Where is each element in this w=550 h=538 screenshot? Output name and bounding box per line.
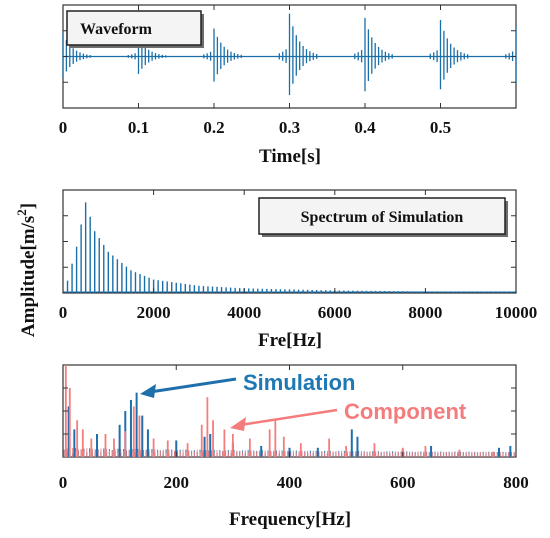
shared-ylabel: Amplitude[m/s2] bbox=[14, 203, 39, 337]
spectrum-label-box: Spectrum of Simulation bbox=[258, 197, 508, 237]
x-tick-label: 0.1 bbox=[128, 118, 149, 137]
waveform-label-box: Waveform bbox=[66, 10, 204, 48]
spectrum-x-ticks: 0 2000 4000 6000 8000 10000 bbox=[59, 190, 538, 322]
legend-simulation: Simulation bbox=[140, 370, 355, 398]
waveform-x-ticks: 0 0.1 0.2 0.3 0.4 0.5 bbox=[59, 5, 516, 137]
waveform-series bbox=[62, 13, 517, 96]
frequency-noise-floor bbox=[63, 448, 515, 457]
x-tick-label: 0 bbox=[59, 118, 68, 137]
ylabel-main: Amplitude[m/s bbox=[18, 216, 39, 337]
x-tick-label: 6000 bbox=[318, 303, 352, 322]
spectrum-xlabel: Fre[Hz] bbox=[258, 330, 322, 351]
x-tick-label: 4000 bbox=[227, 303, 261, 322]
legend-simulation-arrowhead bbox=[140, 384, 156, 398]
x-tick-label: 400 bbox=[277, 473, 303, 492]
legend-simulation-arrow bbox=[149, 377, 237, 394]
x-tick-label: 2000 bbox=[137, 303, 171, 322]
waveform-panel: 0 0.1 0.2 0.3 0.4 0.5 Waveform Time[s] bbox=[59, 4, 517, 167]
waveform-label-box-frame bbox=[66, 10, 202, 46]
ylabel-superscript: 2 bbox=[14, 209, 29, 216]
legend-component-arrow bbox=[239, 408, 338, 427]
waveform-xlabel: Time[s] bbox=[259, 146, 321, 167]
frequency-x-ticks: 0 200 400 600 800 bbox=[59, 365, 529, 492]
frequency-panel: 0 200 400 600 800 Simulation Component Frequ… bbox=[59, 364, 529, 530]
x-tick-label: 0 bbox=[59, 303, 68, 322]
x-tick-label: 0.5 bbox=[430, 118, 451, 137]
x-tick-label: 0 bbox=[59, 473, 68, 492]
x-tick-label: 200 bbox=[164, 473, 190, 492]
legend-component-label: Component bbox=[344, 399, 467, 424]
x-tick-label: 800 bbox=[503, 473, 529, 492]
frequency-series bbox=[63, 365, 515, 457]
simulation-series bbox=[67, 392, 512, 457]
ylabel-end: ] bbox=[18, 203, 39, 209]
x-tick-label: 0.3 bbox=[279, 118, 300, 137]
frequency-xlabel: Frequency[Hz] bbox=[229, 509, 351, 530]
spectrum-series bbox=[63, 202, 517, 293]
spectrum-panel: 0 2000 4000 6000 8000 10000 Spectrum of Simul… bbox=[59, 189, 538, 351]
x-tick-label: 0.4 bbox=[354, 118, 376, 137]
waveform-label-text: Waveform bbox=[80, 21, 153, 38]
x-tick-label: 10000 bbox=[495, 303, 538, 322]
x-tick-label: 600 bbox=[390, 473, 416, 492]
legend-component-arrowhead bbox=[230, 417, 246, 431]
x-tick-label: 8000 bbox=[408, 303, 442, 322]
component-series bbox=[64, 365, 495, 457]
spectrum-label-box-frame bbox=[258, 197, 506, 235]
legend-simulation-label: Simulation bbox=[243, 370, 355, 395]
legend-component: Component bbox=[230, 399, 467, 431]
x-tick-label: 0.2 bbox=[203, 118, 224, 137]
spectrum-label-text: Spectrum of Simulation bbox=[301, 209, 464, 226]
